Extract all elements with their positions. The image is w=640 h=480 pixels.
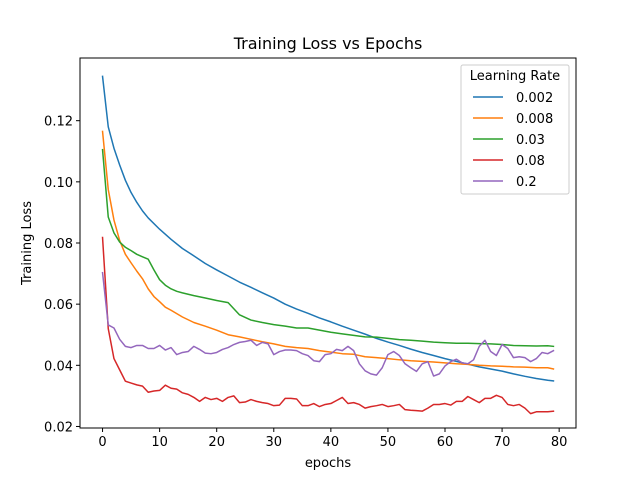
y-tick-label-4: 0.10 [44,176,73,191]
series-line-1 [101,130,555,370]
legend-label-2: 0.03 [516,133,545,148]
x-axis-label: epochs [305,456,352,471]
series-line-0 [101,75,555,382]
legend-label-1: 0.008 [516,112,553,127]
legend-label-3: 0.08 [516,154,545,169]
x-tick-label-4: 40 [323,435,340,450]
x-tick-label-1: 10 [151,435,168,450]
y-tick-label-0: 0.02 [44,420,73,435]
x-tick-label-3: 30 [266,435,283,450]
legend-label-0: 0.002 [516,91,553,106]
x-tick-label-7: 70 [494,435,511,450]
y-tick-label-1: 0.04 [44,359,73,374]
legend-box [460,64,570,195]
x-tick-label-6: 60 [437,435,454,450]
series-line-3 [101,236,555,415]
y-axis-ticks: 0.02 0.04 0.06 0.08 0.10 0.12 [44,115,80,435]
x-tick-label-2: 20 [208,435,225,450]
legend: Learning Rate 0.002 0.008 0.03 0.08 0.2 [460,64,570,195]
series-line-4 [101,271,555,377]
legend-items: 0.002 0.008 0.03 0.08 0.2 [473,91,553,190]
y-tick-label-5: 0.12 [44,115,73,130]
legend-label-4: 0.2 [516,175,537,190]
x-tick-label-5: 50 [380,435,397,450]
legend-title: Learning Rate [470,69,560,84]
series-layer [101,75,555,415]
y-tick-label-3: 0.08 [44,237,73,252]
x-tick-label-8: 80 [551,435,568,450]
y-tick-label-2: 0.06 [44,298,73,313]
series-line-2 [101,148,555,348]
x-axis-ticks: 0 10 20 30 40 50 60 70 80 [98,428,567,450]
x-tick-label-0: 0 [98,435,106,450]
y-axis-label: Training Loss [20,201,35,286]
chart-title: Training Loss vs Epochs [233,34,423,53]
